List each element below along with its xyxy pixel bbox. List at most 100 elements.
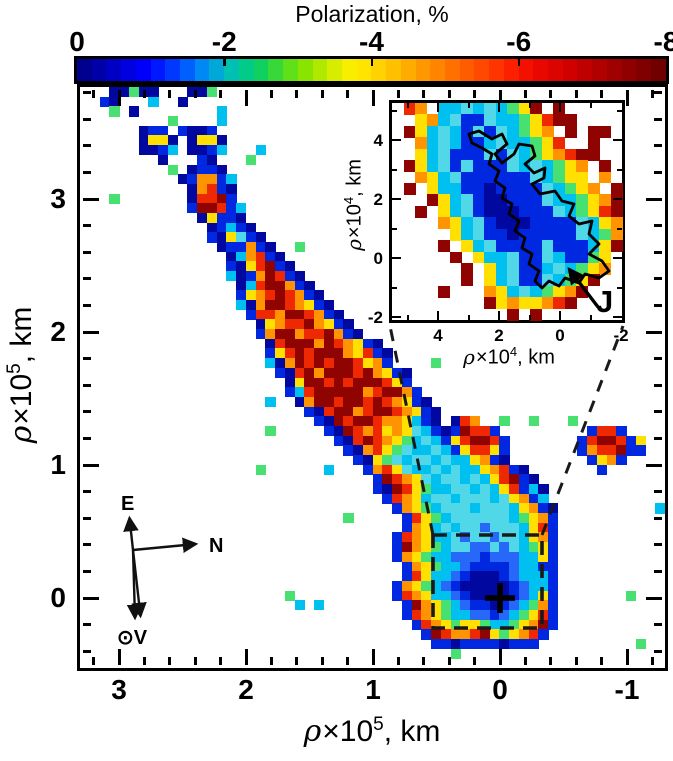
heatmap-cell — [216, 116, 227, 127]
heatmap-cell — [470, 493, 481, 504]
inset-heatmap-cell — [438, 194, 450, 207]
heatmap-cell — [411, 571, 422, 582]
heatmap-cell — [440, 522, 452, 534]
heatmap-cell — [333, 387, 344, 398]
heatmap-cell — [304, 329, 315, 340]
heatmap-cell — [294, 329, 305, 340]
inset-heatmap-cell — [461, 148, 473, 161]
inset-heatmap-cell — [553, 274, 565, 287]
heatmap-cell — [479, 464, 491, 475]
heatmap-cell — [460, 416, 471, 427]
heatmap-cell — [489, 503, 500, 514]
heatmap-cell — [499, 455, 510, 466]
inset-axis-tick — [528, 315, 531, 320]
heatmap-cell — [265, 261, 276, 272]
heatmap-cell — [245, 309, 257, 320]
heatmap-cell — [245, 154, 257, 166]
inset-heatmap-cell — [495, 137, 508, 150]
heatmap-cell — [401, 571, 413, 582]
inset-axis-tick — [392, 257, 401, 259]
axis-tick — [396, 90, 400, 98]
inset-heatmap-cell — [472, 194, 485, 207]
heatmap-cell — [450, 648, 461, 659]
axis-tick — [654, 410, 662, 414]
inset-heatmap-cell — [403, 160, 416, 172]
axis-tick — [320, 657, 324, 665]
heatmap-cell — [440, 445, 452, 456]
colorbar-segment — [121, 59, 136, 81]
heatmap-cell — [411, 590, 422, 601]
inset-heatmap-cell — [484, 205, 496, 218]
heatmap-cell — [382, 367, 393, 379]
axis-tick — [654, 250, 662, 254]
heatmap-cell — [197, 203, 208, 214]
heatmap-cell — [372, 445, 383, 456]
colorbar-segment — [283, 59, 298, 81]
heatmap-cell — [333, 435, 344, 446]
inset-heatmap-cell — [553, 171, 565, 184]
inset-heatmap-cell — [472, 125, 485, 138]
heatmap-cell — [275, 319, 286, 330]
heatmap-cell — [148, 96, 159, 107]
heatmap-cell — [489, 493, 500, 504]
inset-heatmap-cell — [553, 240, 565, 252]
inset-heatmap-cell — [461, 240, 473, 252]
inset-heatmap-cell — [495, 240, 508, 252]
heatmap-cell — [284, 348, 296, 359]
inset-heatmap-cell — [553, 114, 565, 127]
heatmap-cell — [216, 135, 227, 146]
compass-rose — [123, 515, 199, 621]
axis-tick — [646, 596, 662, 600]
heatmap-cell — [265, 338, 276, 350]
inset-heatmap-cell — [587, 182, 600, 195]
inset-heatmap-cell — [518, 205, 531, 218]
inset-heatmap-cell — [438, 217, 450, 230]
heatmap-cell — [479, 513, 491, 524]
inset-heatmap-cell — [553, 137, 565, 150]
heatmap-cell — [479, 639, 491, 650]
heatmap-cell — [197, 87, 208, 98]
inset-heatmap-cell — [518, 251, 531, 264]
axis-tick — [523, 657, 527, 665]
heatmap-cell — [372, 464, 383, 475]
heatmap-cell — [372, 396, 383, 408]
heatmap-cell — [518, 464, 530, 475]
axis-tick — [219, 657, 223, 665]
heatmap-cell — [275, 348, 286, 359]
heatmap-cell — [304, 309, 315, 320]
heatmap-cell — [187, 193, 198, 204]
heatmap-cell — [372, 474, 383, 485]
heatmap-cell — [489, 522, 500, 534]
inset-heatmap-cell — [541, 240, 554, 252]
heatmap-cell — [265, 271, 276, 282]
inset-x-label-mul: ×10 — [475, 346, 510, 369]
inset-heatmap-cell — [530, 103, 542, 115]
inset-heatmap-cell — [426, 125, 439, 138]
heatmap-cell — [509, 493, 520, 504]
colorbar-segment — [209, 59, 225, 81]
heatmap-cell — [294, 367, 305, 379]
heatmap-cell — [450, 484, 461, 495]
inset-heatmap-cell — [541, 114, 554, 127]
inset-heatmap-cell — [507, 240, 519, 252]
heatmap-cell — [323, 406, 335, 417]
colorbar-segment — [327, 59, 342, 81]
heatmap-cell — [450, 474, 461, 485]
inset-heatmap-cell — [518, 194, 531, 207]
heatmap-cell — [284, 271, 296, 282]
inset-heatmap-cell — [472, 171, 485, 184]
heatmap-cell — [167, 145, 179, 156]
heatmap-cell — [431, 503, 442, 514]
heatmap-cell — [255, 241, 266, 253]
colorbar-segment — [297, 59, 313, 81]
heatmap-cell — [187, 164, 198, 175]
axis-tick — [83, 543, 91, 547]
inset-axis-tick — [559, 311, 561, 320]
inset-heatmap-cell — [530, 262, 542, 275]
heatmap-cell — [401, 609, 413, 621]
inset-heatmap-cell — [518, 217, 531, 230]
inset-heatmap-cell — [599, 205, 611, 218]
inset-x-tick-label: 4 — [433, 326, 443, 345]
main-x-axis-label: ρ×105, km — [232, 714, 512, 749]
inset-heatmap-cell — [461, 217, 473, 230]
